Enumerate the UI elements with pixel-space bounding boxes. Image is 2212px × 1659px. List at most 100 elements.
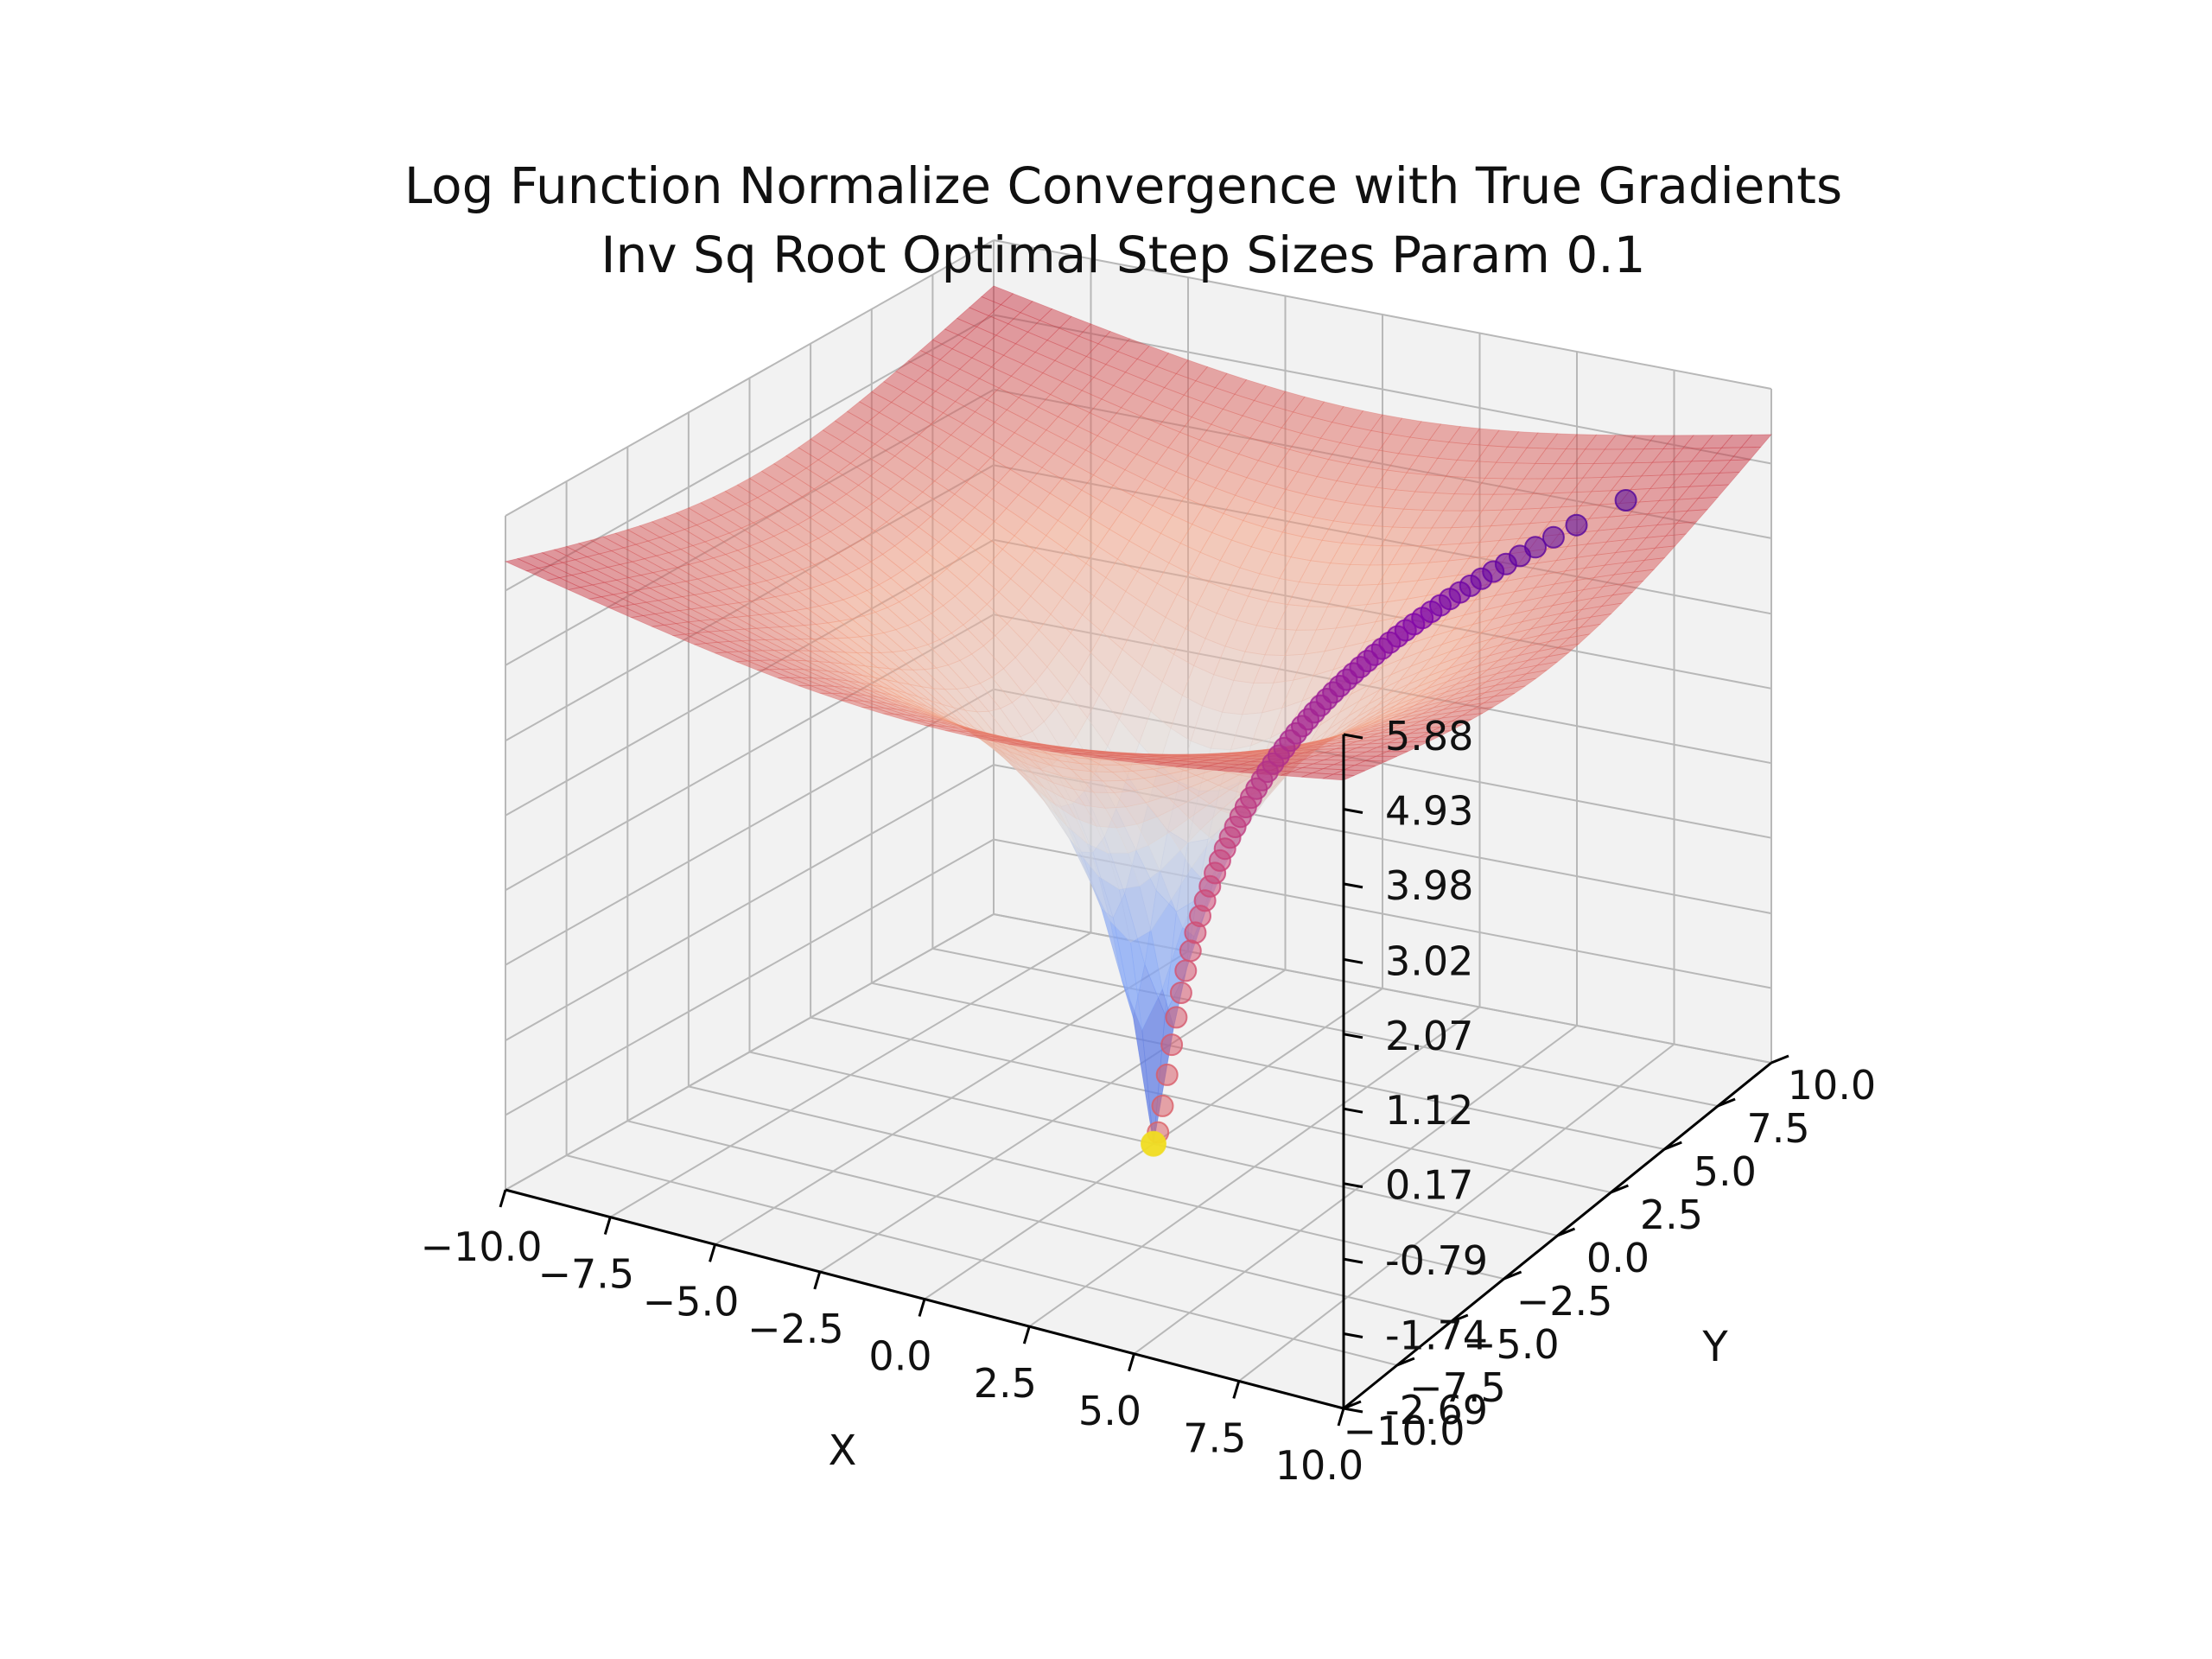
surface-facet [1135, 755, 1167, 760]
surface-facet [770, 611, 805, 627]
surface-facet [1719, 459, 1751, 474]
surface-facet [1483, 591, 1516, 611]
surface-facet [1322, 773, 1355, 781]
y-tick-mark [1396, 1357, 1415, 1367]
surface-facet [1562, 576, 1595, 594]
surface-facet [1445, 677, 1478, 693]
surface-facet [1102, 611, 1135, 651]
surface-facet [1031, 743, 1064, 748]
surface-facet [925, 446, 960, 471]
surface-facet [1377, 683, 1409, 706]
surface-facet [1388, 736, 1420, 744]
surface-facet [1464, 684, 1497, 697]
surface-facet [918, 423, 952, 448]
surface-facet [1097, 331, 1131, 353]
surface-facet [1571, 586, 1605, 602]
surface-facet [883, 371, 917, 392]
surface-facet [912, 704, 945, 720]
surface-facet [957, 446, 992, 471]
grid-line-y-floor [688, 1085, 1504, 1280]
surface-facet [1305, 476, 1338, 499]
surface-facet [653, 612, 690, 625]
surface-facet [1219, 539, 1252, 569]
surface-facet [886, 423, 920, 447]
surface-facet [1413, 701, 1445, 713]
surface-facet [1440, 719, 1472, 728]
surface-facet [1611, 580, 1644, 596]
surface-facet [966, 378, 1000, 401]
z-tick-label: -1.74 [1385, 1313, 1488, 1359]
surface-facet [1340, 723, 1373, 735]
floor-pane [505, 914, 1771, 1408]
surface-facet [1017, 480, 1051, 509]
surface-facet [1623, 435, 1656, 450]
surface-facet [1462, 493, 1495, 512]
surface-facet [772, 530, 807, 551]
surface-facet [1395, 688, 1427, 706]
surface-facet [1141, 640, 1174, 683]
surface-facet [1529, 506, 1562, 524]
surface-facet [946, 557, 980, 587]
surface-facet [684, 578, 720, 594]
surface-facet [516, 555, 552, 569]
surface-facet [1173, 628, 1206, 666]
surface-facet [1188, 756, 1220, 760]
surface-facet [805, 537, 840, 560]
grid-line-z-back [993, 239, 1772, 390]
surface-facet [1217, 766, 1250, 773]
surface-facet [1029, 747, 1062, 753]
surface-facet [1101, 485, 1134, 513]
surface-facet [893, 445, 928, 469]
surface-facet [938, 435, 972, 459]
surface-facet [914, 457, 948, 482]
surface-facet [1121, 495, 1154, 524]
surface-facet [1351, 717, 1383, 731]
surface-facet [567, 587, 603, 600]
surface-facet [875, 702, 908, 711]
x-tick-label: 2.5 [974, 1360, 1037, 1407]
surface-facet [954, 389, 988, 413]
surface-facet [1554, 567, 1586, 585]
surface-facet [1081, 377, 1115, 400]
surface-facet [1113, 372, 1146, 395]
surface-facet [753, 639, 786, 652]
surface-facet [914, 719, 948, 728]
surface-facet [1021, 442, 1055, 468]
surface-facet [620, 603, 657, 616]
surface-facet [1584, 551, 1617, 569]
chart-title: Log Function Normalize Convergence with … [404, 156, 1842, 215]
y-axis-label: Y [1701, 1323, 1728, 1371]
surface-facet [1508, 634, 1541, 652]
z-tick-mark [1343, 1033, 1363, 1039]
surface-facet [881, 455, 916, 480]
surface-facet [803, 624, 838, 639]
grid-line-y-floor [932, 947, 1719, 1107]
surface-facet [1077, 517, 1110, 547]
surface-facet [1358, 728, 1390, 736]
surface-facet [705, 641, 740, 653]
surface-facet [1125, 570, 1158, 606]
surface-facet [1136, 345, 1170, 367]
surface-facet [1103, 754, 1136, 760]
surface-facet [1573, 448, 1606, 465]
y-tick-label: 0.0 [1586, 1235, 1649, 1281]
surface-facet [773, 594, 809, 611]
surface-facet [1681, 435, 1714, 449]
surface-facet [1219, 755, 1252, 760]
surface-facet [1098, 671, 1132, 721]
surface-facet [785, 524, 819, 545]
x-tick-mark [918, 1299, 926, 1317]
surface-facet [1281, 411, 1313, 434]
surface-facet [1187, 439, 1220, 464]
surface-facet [1335, 715, 1367, 737]
surface-facet [1205, 613, 1237, 647]
surface-facet [1333, 769, 1365, 776]
surface-facet [1113, 758, 1146, 763]
surface-facet [1145, 582, 1178, 618]
surface-facet [1344, 765, 1376, 772]
surface-facet [910, 402, 944, 425]
surface-plot [504, 285, 1772, 1144]
surface-facet [997, 468, 1031, 496]
surface-facet [801, 677, 835, 687]
surface-facet [1531, 592, 1565, 611]
